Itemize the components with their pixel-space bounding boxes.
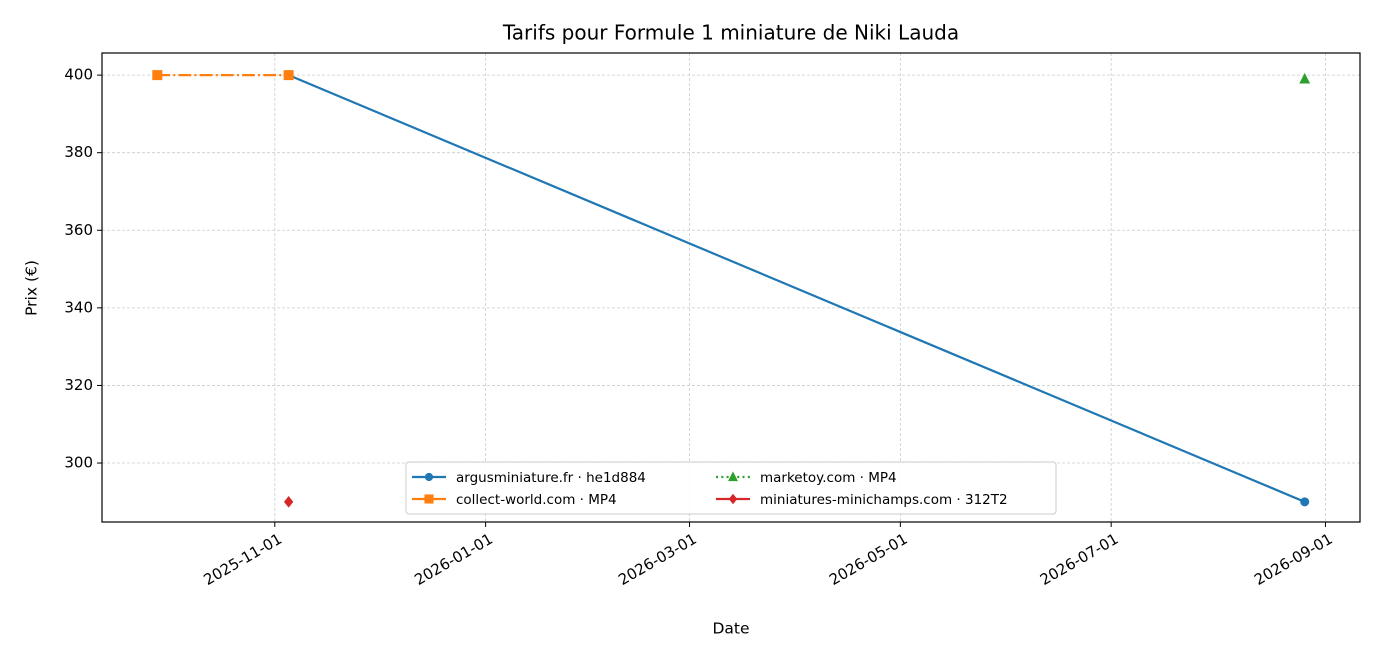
- marker: [728, 493, 738, 505]
- grid: [102, 53, 1360, 522]
- y-tick-label: 380: [64, 143, 93, 161]
- legend-label: collect-world.com · MP4: [456, 492, 617, 508]
- marker: [1300, 497, 1310, 507]
- chart-title: Tarifs pour Formule 1 miniature de Niki …: [502, 21, 959, 45]
- y-tick-label: 320: [64, 376, 93, 394]
- marker: [152, 70, 163, 81]
- series-line: [288, 74, 1306, 503]
- marker: [424, 494, 434, 504]
- legend-label: miniatures-minichamps.com · 312T2: [760, 492, 1008, 508]
- y-tick-label: 340: [64, 298, 93, 316]
- legend-box: [405, 461, 1057, 515]
- marker: [283, 70, 294, 81]
- marker: [424, 472, 434, 482]
- y-tick-label: 360: [64, 221, 93, 239]
- legend-label: marketoy.com · MP4: [760, 470, 897, 486]
- y-axis-label: Prix (€): [23, 260, 41, 316]
- axes-frame: [101, 52, 1361, 523]
- y-tick-label: 400: [64, 66, 93, 84]
- marker: [283, 496, 294, 508]
- legend-label: argusminiature.fr · he1d884: [456, 470, 646, 486]
- legend: argusminiature.fr · he1d884 collect-world…: [405, 461, 1057, 515]
- marker: [728, 471, 738, 482]
- y-tick-label: 300: [64, 454, 93, 472]
- x-axis-label: Date: [712, 620, 749, 638]
- marker: [1299, 72, 1311, 84]
- plot-area: [152, 70, 1311, 508]
